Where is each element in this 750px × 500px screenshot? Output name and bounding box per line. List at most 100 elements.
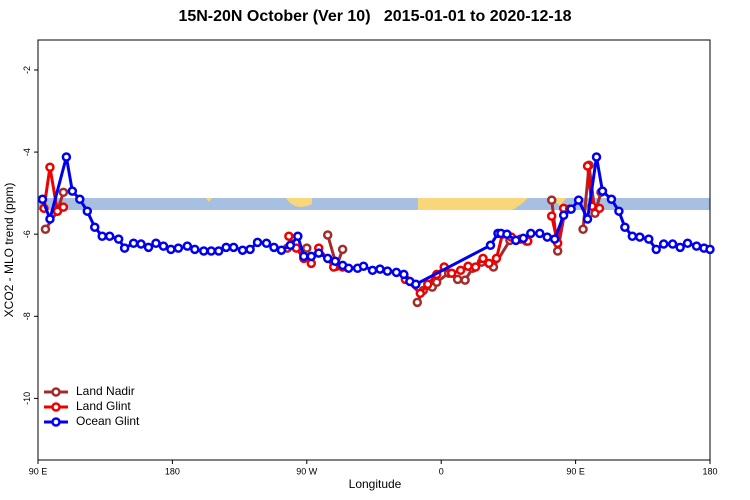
data-point bbox=[75, 194, 85, 205]
data-point bbox=[293, 231, 303, 241]
legend-label: Land Nadir bbox=[76, 384, 135, 398]
data-point bbox=[705, 244, 715, 255]
data-point bbox=[151, 238, 161, 248]
data-point bbox=[136, 239, 146, 249]
data-point bbox=[299, 251, 309, 262]
data-point bbox=[237, 245, 248, 255]
data-point bbox=[485, 240, 496, 251]
data-point bbox=[252, 237, 263, 248]
data-point bbox=[97, 231, 107, 241]
data-point bbox=[45, 162, 55, 173]
data-point bbox=[491, 253, 502, 264]
legend-marker bbox=[51, 417, 61, 427]
data-point bbox=[182, 241, 193, 251]
data-point bbox=[337, 244, 348, 255]
legend-marker bbox=[51, 387, 61, 397]
data-point bbox=[431, 277, 442, 287]
data-point bbox=[594, 203, 605, 214]
x-axis-title: Longitude bbox=[349, 477, 402, 491]
data-point bbox=[620, 222, 630, 232]
data-point bbox=[597, 186, 608, 196]
y-tick-label: -4 bbox=[22, 148, 32, 156]
data-point bbox=[52, 206, 63, 216]
data-point bbox=[330, 256, 340, 267]
data-point bbox=[158, 241, 169, 251]
legend-label: Ocean Glint bbox=[76, 414, 140, 428]
data-point bbox=[463, 261, 473, 271]
data-point bbox=[143, 242, 154, 253]
data-point bbox=[269, 242, 279, 253]
data-point bbox=[546, 211, 557, 221]
data-point bbox=[518, 233, 529, 244]
data-point bbox=[313, 248, 324, 258]
data-point bbox=[104, 231, 115, 241]
data-point bbox=[119, 243, 130, 253]
data-point bbox=[691, 241, 702, 251]
data-point bbox=[627, 231, 638, 241]
x-tick-label: 90 W bbox=[296, 466, 318, 476]
legend-marker bbox=[51, 402, 61, 412]
data-point bbox=[302, 243, 312, 253]
map-strip bbox=[38, 198, 710, 210]
data-point bbox=[573, 195, 584, 205]
data-point bbox=[261, 238, 272, 248]
data-point bbox=[391, 267, 402, 278]
x-tick-label: 90 E bbox=[29, 466, 48, 476]
data-point bbox=[382, 266, 393, 276]
legend-label: Land Glint bbox=[76, 399, 131, 413]
data-point bbox=[460, 275, 470, 285]
y-tick-label: -10 bbox=[22, 392, 32, 405]
data-point bbox=[644, 234, 654, 244]
data-point bbox=[306, 251, 317, 262]
data-point bbox=[452, 274, 463, 285]
data-point bbox=[635, 232, 645, 242]
data-point bbox=[411, 279, 421, 290]
data-point bbox=[591, 152, 602, 162]
data-point bbox=[651, 244, 661, 255]
data-point bbox=[58, 187, 69, 198]
data-point bbox=[423, 279, 433, 290]
data-point bbox=[206, 246, 216, 256]
data-point bbox=[358, 261, 369, 271]
data-point bbox=[658, 239, 669, 249]
data-point bbox=[61, 152, 72, 162]
data-point bbox=[542, 232, 552, 242]
data-point bbox=[322, 253, 333, 264]
data-point bbox=[276, 245, 287, 255]
series-line bbox=[41, 156, 711, 286]
data-point bbox=[511, 235, 521, 246]
data-point bbox=[682, 238, 693, 248]
data-point bbox=[446, 268, 457, 278]
data-point bbox=[367, 265, 378, 276]
data-point bbox=[606, 194, 617, 205]
data-point bbox=[415, 288, 426, 299]
y-tick-label: -2 bbox=[22, 66, 32, 74]
data-point bbox=[582, 214, 593, 224]
data-point bbox=[558, 210, 569, 221]
data-point bbox=[399, 269, 409, 280]
data-point bbox=[190, 244, 200, 255]
x-tick-label: 180 bbox=[702, 466, 717, 476]
x-tick-label: 90 E bbox=[566, 466, 585, 476]
data-point bbox=[526, 228, 536, 239]
data-point bbox=[45, 214, 55, 224]
data-point bbox=[478, 253, 488, 264]
data-point bbox=[566, 204, 576, 214]
data-point bbox=[502, 229, 512, 239]
data-point bbox=[675, 242, 685, 253]
data-point bbox=[245, 244, 255, 255]
data-point bbox=[470, 262, 481, 272]
chart-title: 15N-20N October (Ver 10) 2015-01-01 to 2… bbox=[178, 8, 571, 25]
data-point bbox=[546, 195, 557, 205]
y-axis-title: XCO2 - MLO trend (ppm) bbox=[2, 183, 16, 318]
data-point bbox=[173, 243, 184, 253]
data-point bbox=[37, 194, 48, 205]
data-point bbox=[113, 234, 124, 244]
data-point bbox=[667, 239, 678, 249]
data-point bbox=[284, 231, 294, 241]
y-tick-label: -8 bbox=[22, 312, 32, 320]
data-point bbox=[549, 234, 560, 244]
y-tick-label: -6 bbox=[22, 230, 32, 238]
